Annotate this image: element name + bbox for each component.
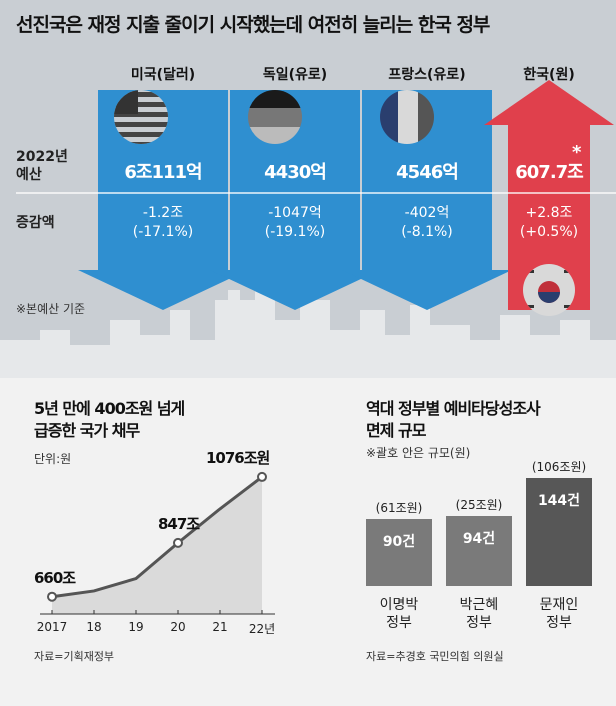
debt-point [173,537,183,548]
exemption-bar-value: 90건 [382,533,416,550]
usa-change-value: -1.2조 [142,205,184,221]
korea-change-value: +2.8조 [525,205,573,221]
france-flag-icon [380,90,434,144]
arrows [16,80,616,316]
korea-flag-icon [523,264,575,316]
exemption-bar-amount: (61조원) [375,500,423,515]
germany-budget: 4430억 [264,162,327,183]
debt-series-line [51,475,263,599]
exemption-bar-value: 94건 [462,530,496,547]
exemption-chart-title: 역대 정부별 예비타당성조사 면제 규모 [366,398,541,442]
exemption-bar-category: 이명박 정부 [379,597,419,631]
exemption-bar-category: 문재인 정부 [539,597,579,631]
korea-marker: * [572,142,582,163]
germany-change: -1047억 (-19.1%) [230,204,360,242]
france-change: -402억 (-8.1%) [362,204,492,242]
exemption-bar-amount: (25조원) [455,497,503,512]
debt-data-label: 660조 [34,568,76,587]
main-title: 선진국은 재정 지출 줄이기 시작했는데 여전히 늘리는 한국 정부 [16,14,490,36]
debt-point [47,591,57,602]
exemption-chart-source: 자료=추경호 국민의힘 의원실 [366,650,504,663]
country-label-france: 프랑스(유로) [388,67,466,83]
exemption-bar-category: 박근혜 정부 [459,597,499,631]
debt-tick-label: 18 [86,620,102,634]
korea-change-pct: (+0.5%) [519,224,579,240]
korea-change: +2.8조 (+0.5%) [484,204,614,242]
debt-area-chart [40,471,275,615]
debt-chart-title-line2: 급증한 국가 채무 [34,421,140,440]
usa-arrow [78,90,248,310]
france-arrow [342,90,512,310]
budget-panel: 선진국은 재정 지출 줄이기 시작했는데 여전히 늘리는 한국 정부 [0,0,616,378]
exemption-chart-title-line1: 역대 정부별 예비타당성조사 [366,399,541,418]
korea-budget: 607.7조 [515,162,584,183]
country-label-korea: 한국(원) [523,67,575,83]
france-budget: 4546억 [396,162,459,183]
debt-tick-label: 19 [128,620,144,634]
country-label-germany: 독일(유로) [262,67,328,83]
debt-tick-label: 20 [170,620,186,634]
debt-chart-source: 자료=기획재정부 [34,650,115,663]
usa-change-pct: (-17.1%) [132,224,194,240]
row-label-budget: 2022년 예산 [16,149,68,183]
budget-note: ※본예산 기준 [16,302,86,316]
usa-change: -1.2조 (-17.1%) [98,204,228,242]
debt-data-label: 1076조원 [206,448,270,467]
charts-panel: 5년 만에 400조원 넘게 급증한 국가 채무 단위:원 660조 847조 10… [0,378,616,706]
exemption-bar-amount: (106조원) [531,460,587,474]
skyline-background [0,270,616,378]
debt-tick-label: 21 [212,620,228,634]
germany-change-pct: (-19.1%) [264,224,326,240]
debt-area [52,476,262,614]
exemption-bar [526,478,592,586]
germany-change-value: -1047억 [268,205,322,221]
debt-chart-title: 5년 만에 400조원 넘게 급증한 국가 채무 [34,398,185,442]
germany-arrow [210,90,380,310]
france-change-pct: (-8.1%) [401,224,453,240]
france-change-value: -402억 [404,205,450,221]
exemption-bar [446,515,512,586]
debt-tick-label: 22년 [248,622,276,636]
usa-flag-icon [114,90,168,144]
debt-tick-label: 2017 [36,620,68,634]
debt-chart-unit: 단위:원 [34,452,72,466]
korea-arrow [484,80,614,310]
row-label-change: 증감액 [16,215,55,231]
country-label-usa: 미국(달러) [130,67,196,83]
exemption-chart-title-line2: 면제 규모 [366,421,426,440]
exemption-bar [366,518,432,586]
germany-flag-icon [248,90,302,144]
exemption-bar-value: 144건 [537,493,581,509]
debt-point [257,471,267,482]
debt-chart-title-line1: 5년 만에 400조원 넘게 [34,399,185,418]
debt-data-label: 847조 [158,514,200,533]
exemption-chart-note: ※괄호 안은 규모(원) [366,446,471,460]
usa-budget: 6조111억 [124,162,202,183]
